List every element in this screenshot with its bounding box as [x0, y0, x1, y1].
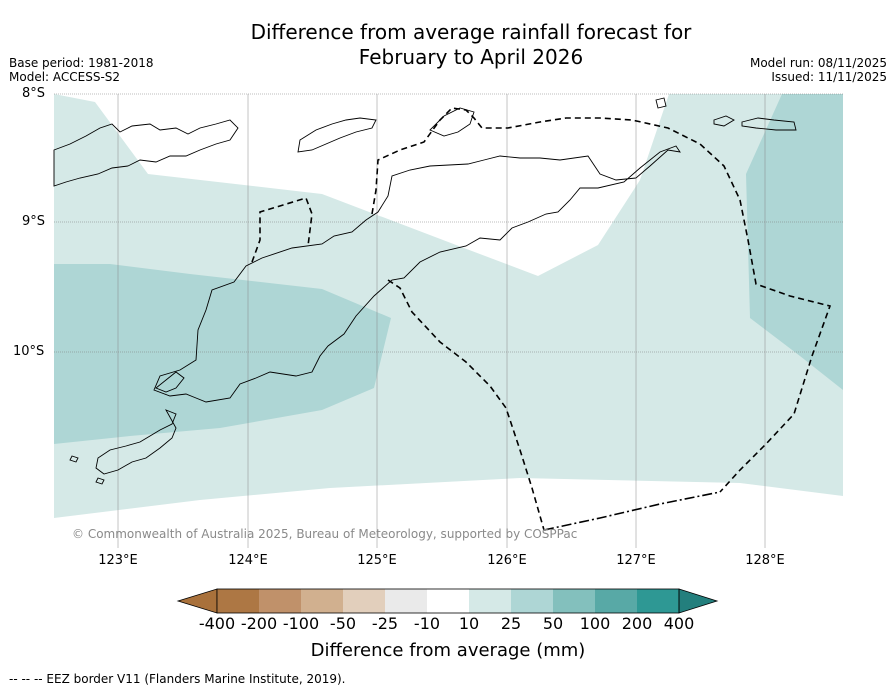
colorbar-tick-12: 400 — [663, 614, 695, 633]
colorbar-tick-11: 200 — [621, 614, 653, 633]
eez-footnote: -- -- -- EEZ border V11 (Flanders Marine… — [9, 672, 346, 686]
rain-region-25-50-east — [746, 94, 843, 390]
ndao-islet — [69, 455, 105, 485]
colorbar-swatch-3 — [301, 589, 343, 613]
colorbar-title: Difference from average (mm) — [310, 640, 586, 661]
graticule — [54, 93, 843, 353]
colorbar-tick-9: 50 — [542, 614, 564, 633]
meridians — [117, 94, 766, 548]
colorbar-tick-2: -200 — [240, 614, 278, 633]
colorbar-swatch-1 — [217, 589, 259, 613]
title-line-1: Difference from average rainfall forecas… — [250, 20, 692, 44]
colorbar-swatch-2 — [259, 589, 301, 613]
base-period: Base period: 1981-2018 — [9, 56, 154, 70]
colorbar-tick-8: 25 — [500, 614, 522, 633]
colorbar-extend-left — [176, 588, 218, 614]
colorbar-swatch-10 — [595, 589, 637, 613]
meta-right: Model run: 08/11/2025 Issued: 11/11/2025 — [750, 56, 887, 84]
model-name: Model: ACCESS-S2 — [9, 70, 121, 84]
lon-label-125e: 125°E — [357, 553, 397, 568]
rain-region-25-50-west — [54, 264, 391, 444]
lon-label-126e: 126°E — [487, 553, 527, 568]
colorbar-tick-7: 10 — [458, 614, 480, 633]
semau-island — [155, 371, 185, 393]
kisar-islet — [655, 97, 667, 109]
colorbar-swatch-11 — [637, 589, 679, 613]
colorbar-swatch-4 — [343, 589, 385, 613]
colorbar-tick-1: -400 — [198, 614, 236, 633]
issued-date: Issued: 11/11/2025 — [771, 70, 887, 84]
colorbar-tick-3: -100 — [282, 614, 320, 633]
colorbar-tick-6: -10 — [413, 614, 441, 633]
colorbar — [176, 588, 719, 614]
colorbar-swatch-9 — [553, 589, 595, 613]
colorbar-outline — [216, 588, 680, 614]
meta-left: Base period: 1981-2018 Model: ACCESS-S2 — [9, 56, 154, 84]
eez-border — [251, 107, 832, 531]
wetar-island — [429, 107, 475, 137]
colorbar-swatch-8 — [511, 589, 553, 613]
timor-coastline — [153, 145, 681, 403]
eez-border-south — [543, 491, 721, 531]
colorbar-tick-5: -25 — [371, 614, 399, 633]
alor-island — [297, 117, 377, 153]
title-line-2: February to April 2026 — [358, 45, 584, 69]
lat-label-10s: 10°S — [13, 344, 45, 359]
rote-island — [95, 409, 177, 475]
colorbar-tick-10: 100 — [579, 614, 611, 633]
leti-islands — [713, 115, 797, 131]
lon-label-123e: 123°E — [98, 553, 138, 568]
lat-label-8s: 8°S — [22, 86, 46, 101]
colorbar-extend-right — [678, 588, 719, 614]
copyright-notice: © Commonwealth of Australia 2025, Bureau… — [72, 527, 578, 541]
lon-label-124e: 124°E — [228, 553, 268, 568]
model-run: Model run: 08/11/2025 — [749, 56, 887, 70]
colorbar-swatch-6 — [427, 589, 469, 613]
northern-islands-west — [53, 119, 239, 187]
colorbar-tick-4: -50 — [329, 614, 357, 633]
map-title: Difference from average rainfall forecas… — [0, 20, 896, 70]
lat-label-9s: 9°S — [22, 214, 46, 229]
lon-label-127e: 127°E — [616, 553, 656, 568]
lon-label-128e: 128°E — [745, 553, 785, 568]
colorbar-swatch-5 — [385, 589, 427, 613]
colorbar-swatch-7 — [469, 589, 511, 613]
